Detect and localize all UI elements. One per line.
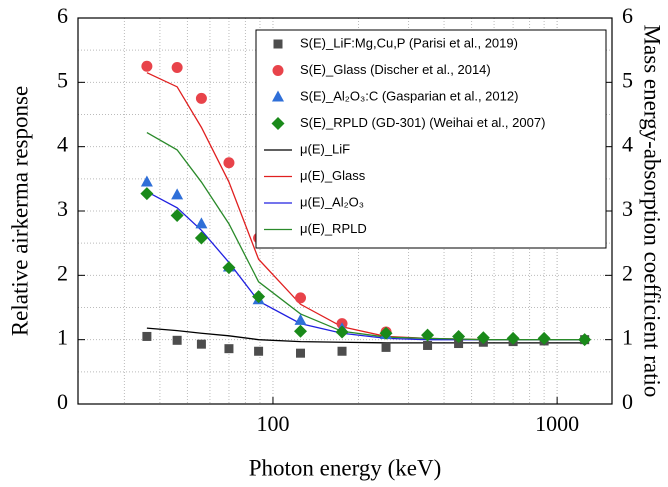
circle-marker — [141, 60, 153, 72]
triangle-marker — [140, 175, 153, 187]
circle-marker — [295, 292, 307, 304]
series-line — [146, 327, 585, 344]
square-marker — [273, 39, 283, 49]
y2-tick-label: 5 — [622, 67, 633, 92]
diamond-marker — [170, 209, 184, 223]
diamond-marker — [294, 324, 308, 338]
circle-marker — [272, 65, 284, 76]
diamond-marker — [222, 261, 236, 275]
x-tick-label: 1000 — [535, 411, 579, 436]
diamond-marker — [578, 333, 592, 347]
triangle-marker — [195, 217, 208, 229]
y2-tick-label: 0 — [622, 389, 633, 414]
square-marker — [172, 335, 182, 345]
y2-tick-label: 2 — [622, 260, 633, 285]
diamond-marker — [476, 331, 490, 345]
diamond-marker — [335, 325, 349, 339]
y2-tick-label: 4 — [622, 132, 633, 157]
y-tick-label: 3 — [57, 196, 68, 221]
square-marker — [454, 339, 464, 349]
x-tick-label: 100 — [256, 411, 289, 436]
square-marker — [337, 346, 347, 356]
square-marker — [381, 342, 391, 352]
legend-label: S(E)_Al₂O₃:C (Gasparian et al., 2012) — [300, 88, 518, 103]
square-marker — [296, 348, 306, 358]
circle-marker — [171, 62, 183, 74]
diamond-marker — [421, 328, 435, 342]
legend-label: S(E)_LiF:Mg,Cu,P (Parisi et al., 2019) — [300, 35, 518, 50]
y-tick-label: 4 — [57, 132, 68, 157]
legend-label: S(E)_Glass (Discher et al., 2014) — [300, 62, 491, 77]
plot-frame — [77, 17, 613, 405]
diamond-marker — [194, 231, 208, 245]
circle-marker — [195, 92, 207, 104]
square-marker — [196, 339, 206, 349]
y2-tick-label: 3 — [622, 196, 633, 221]
legend-box — [255, 29, 607, 249]
y-tick-label: 1 — [57, 325, 68, 350]
square-marker — [224, 344, 234, 354]
triangle-marker — [171, 188, 184, 200]
diamond-marker — [452, 329, 466, 343]
y-tick-label: 0 — [57, 389, 68, 414]
y2-axis-label: Mass energy-absorption coefficient ratio — [640, 25, 665, 398]
legend-label: μ(E)_LiF — [300, 141, 350, 156]
y-tick-label: 6 — [57, 3, 68, 28]
legend-label: S(E)_RPLD (GD-301) (Weihai et al., 2007) — [300, 115, 545, 130]
y2-tick-label: 6 — [622, 3, 633, 28]
circle-marker — [223, 157, 235, 169]
y2-tick-label: 1 — [622, 325, 633, 350]
square-marker — [254, 346, 264, 356]
square-marker — [423, 340, 433, 350]
diamond-marker — [140, 187, 154, 201]
x-axis-label: Photon energy (keV) — [249, 455, 441, 480]
legend-label: μ(E)_Al₂O₃ — [300, 194, 364, 209]
diamond-marker — [537, 331, 551, 345]
y-tick-label: 5 — [57, 67, 68, 92]
legend-label: μ(E)_RPLD — [300, 221, 367, 236]
legend-label: μ(E)_Glass — [300, 168, 366, 183]
y-tick-label: 2 — [57, 260, 68, 285]
legend: S(E)_LiF:Mg,Cu,P (Parisi et al., 2019) S(… — [255, 29, 607, 249]
diamond-marker — [506, 331, 520, 345]
triangle-marker — [272, 90, 284, 102]
diamond-marker — [252, 290, 266, 304]
diamond-marker — [379, 326, 393, 340]
triangle-marker — [294, 313, 307, 325]
y-axis-label: Relative airkerma response — [7, 86, 32, 336]
diamond-marker — [271, 117, 285, 130]
square-marker — [142, 331, 152, 341]
